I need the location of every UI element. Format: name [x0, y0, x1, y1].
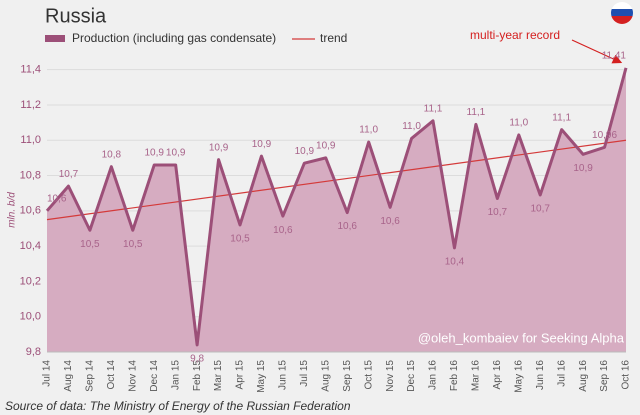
x-tick-label: Jul 16 [556, 360, 567, 387]
data-label: 9,8 [190, 354, 204, 365]
y-tick-label: 10,2 [20, 275, 41, 287]
x-tick-label: Aug 16 [578, 360, 589, 392]
x-tick-label: Apr 15 [235, 360, 246, 390]
y-tick-label: 11,2 [20, 99, 41, 111]
data-label: 10,6 [380, 216, 400, 227]
x-tick-label: Apr 16 [492, 360, 503, 390]
x-tick-label: Oct 16 [621, 360, 632, 390]
data-label: 11,0 [509, 118, 528, 129]
y-tick-label: 11,0 [20, 134, 41, 146]
legend-label: trend [320, 31, 347, 45]
x-tick-label: Jul 14 [42, 360, 53, 387]
data-label: 10,5 [80, 239, 100, 250]
data-label: 10,5 [123, 239, 143, 250]
data-label: 10,9 [573, 163, 593, 174]
data-label: 10,6 [273, 225, 293, 236]
x-tick-label: Sep 16 [599, 360, 610, 392]
x-tick-label: Mar 16 [471, 360, 482, 392]
data-label: 10,6 [337, 221, 357, 232]
data-label: 10,4 [445, 257, 465, 268]
x-tick-label: Feb 15 [192, 360, 203, 392]
x-tick-label: Aug 15 [320, 360, 331, 392]
data-label: 10,7 [530, 204, 550, 215]
y-tick-label: 9,8 [26, 346, 41, 358]
area [47, 67, 626, 352]
x-tick-label: Mar 15 [213, 360, 224, 392]
x-tick-label: Oct 14 [106, 360, 117, 390]
data-label: 10,7 [488, 207, 508, 218]
y-tick-label: 10,6 [20, 205, 41, 217]
data-label: 10,6 [47, 193, 67, 204]
data-label: 10,9 [295, 146, 315, 157]
data-label: 10,9 [166, 148, 186, 159]
x-tick-label: Oct 15 [363, 360, 374, 390]
x-tick-label: Jul 15 [299, 360, 310, 387]
annotation-arrow [571, 39, 623, 64]
data-label: 11,0 [359, 125, 378, 136]
y-tick-label: 10,8 [20, 169, 41, 181]
data-label: 10,9 [316, 141, 336, 152]
watermark: @oleh_kombaiev for Seeking Alpha [418, 330, 625, 345]
x-tick-label: Sep 14 [85, 360, 96, 392]
data-label: 10,9 [252, 139, 272, 150]
y-tick-label: 10,0 [20, 311, 41, 323]
data-label: 11,1 [467, 107, 486, 118]
x-tick-label: Sep 15 [342, 360, 353, 392]
legend-swatch [45, 35, 65, 42]
x-tick-label: May 15 [256, 360, 267, 393]
trend-line [46, 139, 627, 221]
data-label: 10,7 [59, 169, 79, 180]
x-tick-label: Jan 16 [428, 360, 439, 390]
line [45, 67, 628, 347]
y-tick-label: 10,4 [20, 240, 41, 252]
x-tick-label: Jan 15 [170, 360, 181, 390]
legend-label: Production (including gas condensate) [72, 31, 276, 45]
x-tick-label: Jun 15 [278, 360, 289, 390]
data-label: 10,5 [230, 234, 250, 245]
x-tick-label: Feb 16 [449, 360, 460, 392]
y-axis-label: mln. b/d [7, 192, 18, 228]
x-tick-label: Dec 14 [149, 360, 160, 392]
source: Source of data: The Ministry of Energy o… [5, 399, 351, 413]
y-tick-label: 11,4 [20, 64, 41, 76]
data-label: 10,9 [209, 142, 229, 153]
data-label: 11,1 [424, 103, 443, 114]
data-label: 11,1 [552, 112, 571, 123]
x-tick-label: May 16 [513, 360, 524, 393]
annotation: multi-year record [470, 28, 560, 42]
data-label: 11,41 [602, 51, 627, 62]
x-tick-label: Dec 15 [406, 360, 417, 392]
data-label: 11,0 [402, 121, 421, 132]
data-label: 10,96 [592, 130, 617, 141]
plot: 9,8 10,0 10,2 10,4 10,6 10,8 11,0 11,2 11,4 Jul 1… [20, 51, 632, 393]
x-tick-label: Jun 16 [535, 360, 546, 390]
chart-title: Russia [45, 5, 107, 27]
data-label: 10,8 [102, 149, 122, 160]
x-tick-label: Nov 15 [385, 360, 396, 392]
flag [611, 2, 633, 24]
data-label: 10,9 [144, 148, 164, 159]
x-tick-label: Aug 14 [63, 360, 74, 392]
x-tick-label: Nov 14 [127, 360, 138, 392]
